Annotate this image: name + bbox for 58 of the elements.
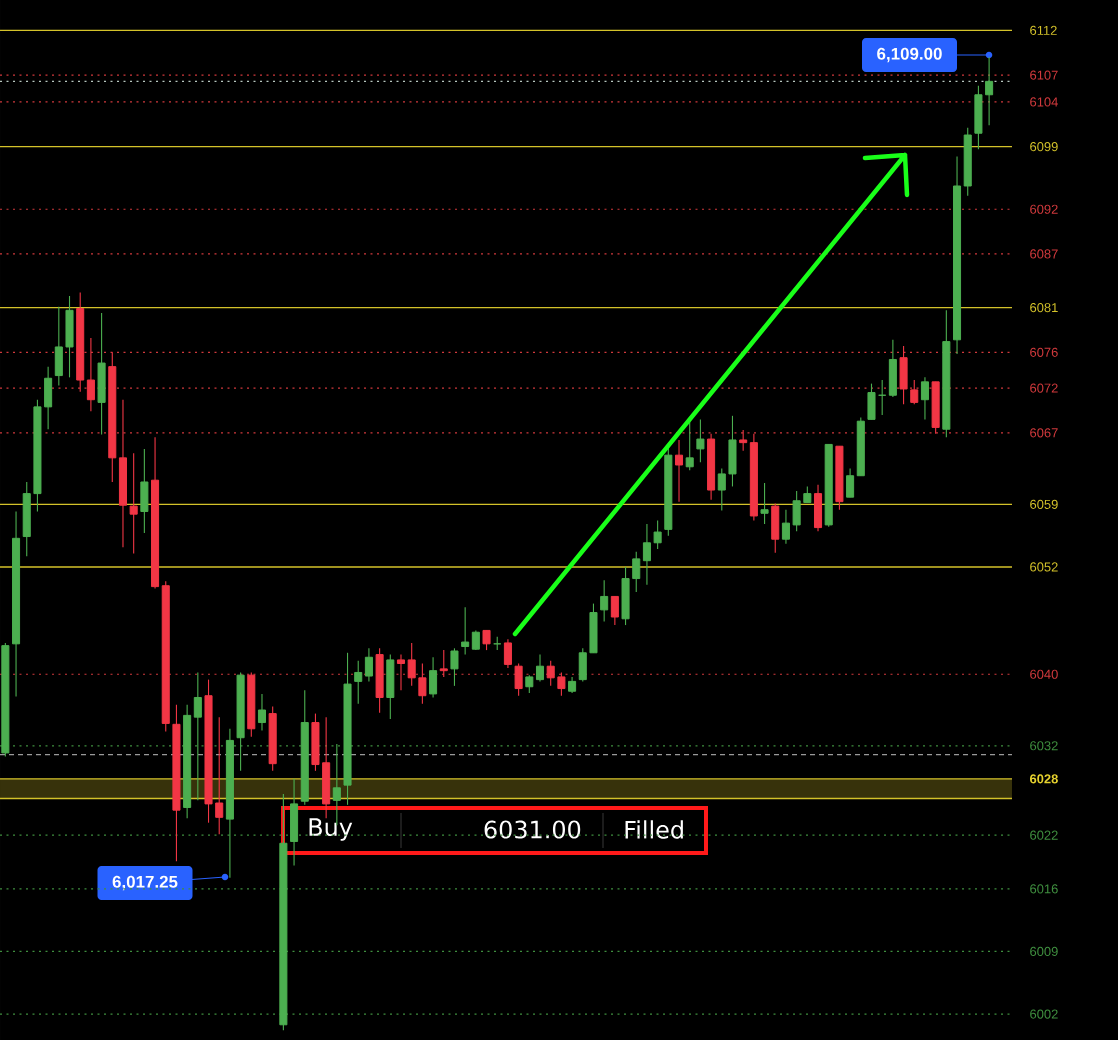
candlestick xyxy=(418,662,427,705)
ref-line-label: 6016 xyxy=(1030,884,1058,894)
candlestick xyxy=(461,606,470,656)
candlestick xyxy=(781,509,790,545)
candlestick xyxy=(546,660,555,687)
ref-line-label: 6104 xyxy=(1030,97,1058,107)
ref-line-label: 6076 xyxy=(1030,347,1058,357)
candlestick xyxy=(674,439,684,503)
candlestick xyxy=(696,418,705,463)
candlestick xyxy=(450,647,459,687)
candlestick xyxy=(717,468,726,512)
candlestick xyxy=(600,579,609,623)
candlestick xyxy=(193,671,202,801)
candlestick xyxy=(129,452,138,555)
candlestick xyxy=(503,638,512,669)
ref-line-label: 6052 xyxy=(1030,562,1058,572)
ref-line-label: 6032 xyxy=(1030,741,1058,751)
candlestick xyxy=(920,376,929,420)
annotation: 6,109.00 xyxy=(877,47,942,63)
candlestick xyxy=(364,647,373,682)
candlestick xyxy=(407,642,416,687)
candlestick xyxy=(535,654,545,682)
ref-line-label: 6099 xyxy=(1030,142,1058,152)
band-label: 6028 xyxy=(1029,774,1058,784)
candlestick xyxy=(610,595,619,626)
candlestick xyxy=(439,649,448,678)
candlestick xyxy=(429,656,438,699)
candlestick xyxy=(760,482,769,525)
candlestick xyxy=(482,629,491,651)
ref-line-label: 6072 xyxy=(1030,383,1058,393)
candlestick xyxy=(86,337,95,412)
candlestick xyxy=(846,468,855,498)
candlestick xyxy=(215,716,224,835)
candlestick xyxy=(632,551,641,593)
ref-line-label: 6081 xyxy=(1030,303,1058,313)
annotation: Buy xyxy=(309,818,353,841)
annotation: 6,017.25 xyxy=(112,875,178,891)
annotation: 6031.00 xyxy=(484,820,581,839)
candlestick xyxy=(557,671,566,697)
ref-line-label: 6040 xyxy=(1030,669,1058,679)
candlestick xyxy=(257,693,267,732)
ref-line-label: 6112 xyxy=(1030,25,1057,35)
ref-line-label: 6022 xyxy=(1030,830,1058,840)
annotation: Filled xyxy=(625,820,683,839)
ref-line-label: 6009 xyxy=(1030,946,1058,957)
candlestick xyxy=(396,654,406,691)
candlestick xyxy=(910,379,919,405)
ref-line-label: 6059 xyxy=(1030,499,1058,509)
ref-line-label: 6107 xyxy=(1030,70,1058,80)
candlestick xyxy=(514,662,523,697)
candlestick xyxy=(642,523,651,586)
candlestick xyxy=(354,660,363,705)
candlestick xyxy=(653,519,662,550)
candlestick xyxy=(739,429,748,452)
ref-line-label: 6087 xyxy=(1030,249,1058,259)
ref-line-label: 6067 xyxy=(1030,428,1058,438)
ref-line-label: 6092 xyxy=(1030,204,1058,214)
ref-line-label: 6002 xyxy=(1030,1009,1058,1019)
